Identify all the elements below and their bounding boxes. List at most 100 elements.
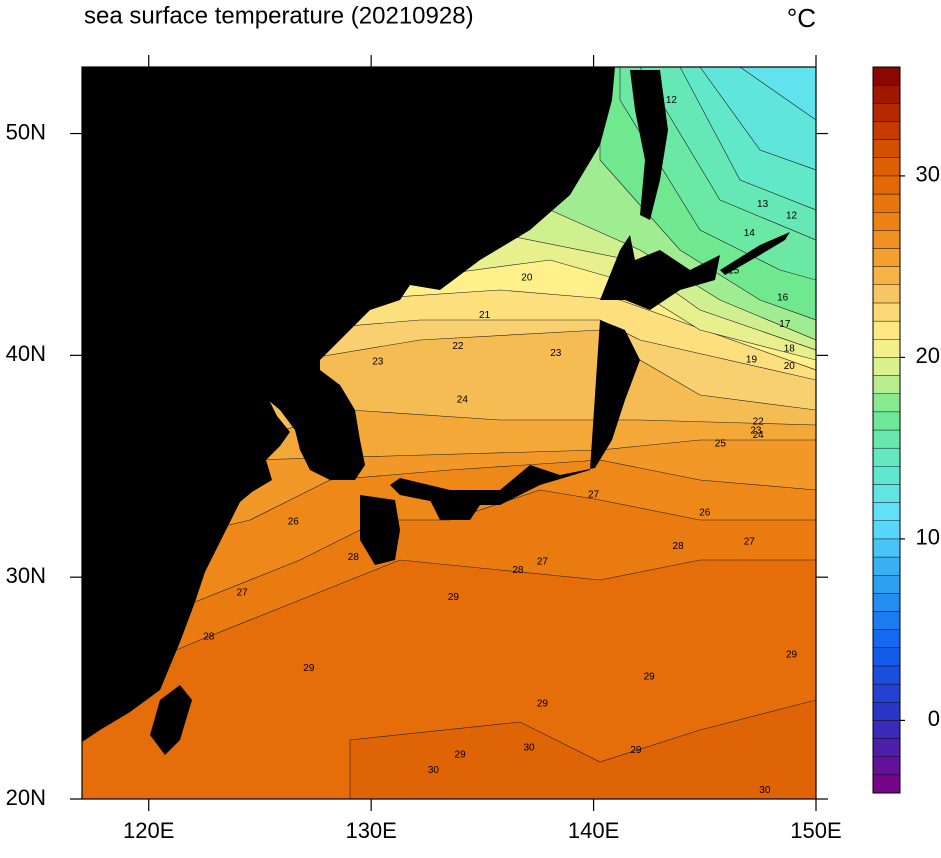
contour-label: 29 bbox=[644, 672, 656, 683]
colorbar-segment bbox=[872, 411, 901, 431]
colorbar-segment bbox=[872, 393, 901, 413]
contour-label: 17 bbox=[779, 319, 791, 330]
contour-label: 15 bbox=[728, 266, 740, 277]
contour-label: 23 bbox=[372, 357, 384, 368]
contour-label: 27 bbox=[588, 490, 600, 501]
contour-label: 22 bbox=[452, 341, 464, 352]
contour-label: 29 bbox=[455, 749, 467, 760]
colorbar-segment bbox=[872, 248, 901, 267]
contour-label: 28 bbox=[673, 541, 685, 552]
colorbar-segment bbox=[872, 702, 901, 721]
contour-label: 28 bbox=[348, 552, 360, 563]
sst-zone bbox=[349, 699, 816, 799]
contour-label: 12 bbox=[786, 210, 798, 221]
colorbar-segment bbox=[872, 375, 901, 394]
contour-label: 24 bbox=[223, 450, 235, 461]
x-tick-label: 120E bbox=[123, 818, 174, 843]
colorbar-tick-label: 10 bbox=[916, 525, 940, 550]
colorbar-segment bbox=[872, 683, 901, 703]
x-tick-label: 150E bbox=[790, 818, 841, 843]
colorbar-segment bbox=[872, 429, 901, 449]
colorbar-segment bbox=[872, 738, 901, 757]
land-taiwan bbox=[150, 685, 192, 755]
contour-label: 29 bbox=[303, 663, 315, 674]
land-hokkaido bbox=[600, 235, 720, 310]
y-tick-label: 50N bbox=[6, 119, 46, 144]
colorbar-segment bbox=[872, 157, 901, 177]
colorbar-segment bbox=[872, 538, 901, 558]
contour-label: 22 bbox=[753, 417, 765, 428]
colorbar-segment bbox=[872, 556, 901, 576]
contour-label: 24 bbox=[753, 430, 765, 441]
colorbar-segment bbox=[872, 320, 901, 340]
colorbar: 0 10 20 30 bbox=[872, 66, 940, 794]
contour-label: 28 bbox=[512, 565, 524, 576]
contour-label: 12 bbox=[666, 95, 678, 106]
contour-label: 24 bbox=[457, 394, 469, 405]
land-kyushu bbox=[360, 495, 400, 565]
colorbar-segment bbox=[872, 121, 901, 140]
contour-label: 23 bbox=[750, 425, 762, 436]
colorbar-segment bbox=[872, 302, 901, 322]
colorbar-segment bbox=[872, 230, 901, 249]
colorbar-segment bbox=[872, 266, 901, 285]
contour-label: 27 bbox=[237, 587, 249, 598]
colorbar-segment bbox=[872, 575, 901, 594]
contour-label: 29 bbox=[537, 698, 549, 709]
colorbar-segment bbox=[872, 103, 901, 122]
contour-label: 28 bbox=[203, 632, 215, 643]
contour-label: 29 bbox=[448, 592, 460, 603]
colorbar-tick-label: 0 bbox=[928, 706, 940, 731]
contour-label: 13 bbox=[757, 199, 769, 210]
y-tick-label: 30N bbox=[6, 563, 46, 588]
colorbar-segment bbox=[872, 211, 901, 231]
colorbar-segment bbox=[872, 66, 901, 86]
contour-label: 26 bbox=[288, 516, 300, 527]
x-tick-label: 140E bbox=[568, 818, 619, 843]
colorbar-segment bbox=[872, 774, 901, 794]
colorbar-segment bbox=[872, 84, 901, 104]
colorbar-segment bbox=[872, 629, 901, 649]
colorbar-segment bbox=[872, 756, 901, 776]
contour-label: 27 bbox=[744, 536, 756, 547]
contour-label: 29 bbox=[630, 745, 642, 756]
contour-label: 30 bbox=[428, 765, 440, 776]
land-shikoku bbox=[430, 500, 480, 520]
colorbar-segment bbox=[872, 720, 901, 739]
contour-label: 18 bbox=[784, 343, 796, 354]
colorbar-segment bbox=[872, 665, 901, 685]
colorbar-segment bbox=[872, 193, 901, 213]
contour-labels: 1213121415161718192020212223232423242223… bbox=[203, 95, 797, 796]
contour-label: 25 bbox=[715, 439, 727, 450]
contour-label: 26 bbox=[699, 507, 711, 518]
contour-label: 14 bbox=[744, 228, 756, 239]
colorbar-segment bbox=[872, 357, 901, 376]
land-honshu bbox=[390, 320, 640, 505]
colorbar-segment bbox=[872, 484, 901, 503]
colorbar-segment bbox=[872, 175, 901, 195]
y-tick-label: 40N bbox=[6, 341, 46, 366]
colorbar-tick-label: 20 bbox=[916, 343, 940, 368]
contour-label: 27 bbox=[537, 556, 549, 567]
land-mainland bbox=[82, 67, 615, 742]
contour-label: 23 bbox=[252, 412, 264, 423]
colorbar-segment bbox=[872, 520, 901, 540]
axes: 120E 130E 140E 150E 20N 30N 40N 50N bbox=[6, 55, 842, 843]
contour-label: 20 bbox=[521, 272, 533, 283]
sst-zone bbox=[739, 67, 816, 121]
contour-label: 16 bbox=[777, 292, 789, 303]
colorbar-tick-label: 30 bbox=[916, 162, 940, 187]
land-kurils bbox=[720, 232, 790, 275]
contour-label: 30 bbox=[759, 785, 771, 796]
unit-label: °C bbox=[787, 3, 816, 33]
contour-label: 19 bbox=[746, 354, 758, 365]
colorbar-segment bbox=[872, 611, 901, 630]
y-tick-label: 20N bbox=[6, 785, 46, 810]
colorbar-segment bbox=[872, 339, 901, 358]
land-sakhalin bbox=[630, 70, 668, 220]
contour-label: 20 bbox=[784, 361, 796, 372]
colorbar-segment bbox=[872, 447, 901, 467]
contour-label: 30 bbox=[524, 743, 536, 754]
plot-frame bbox=[81, 66, 817, 800]
